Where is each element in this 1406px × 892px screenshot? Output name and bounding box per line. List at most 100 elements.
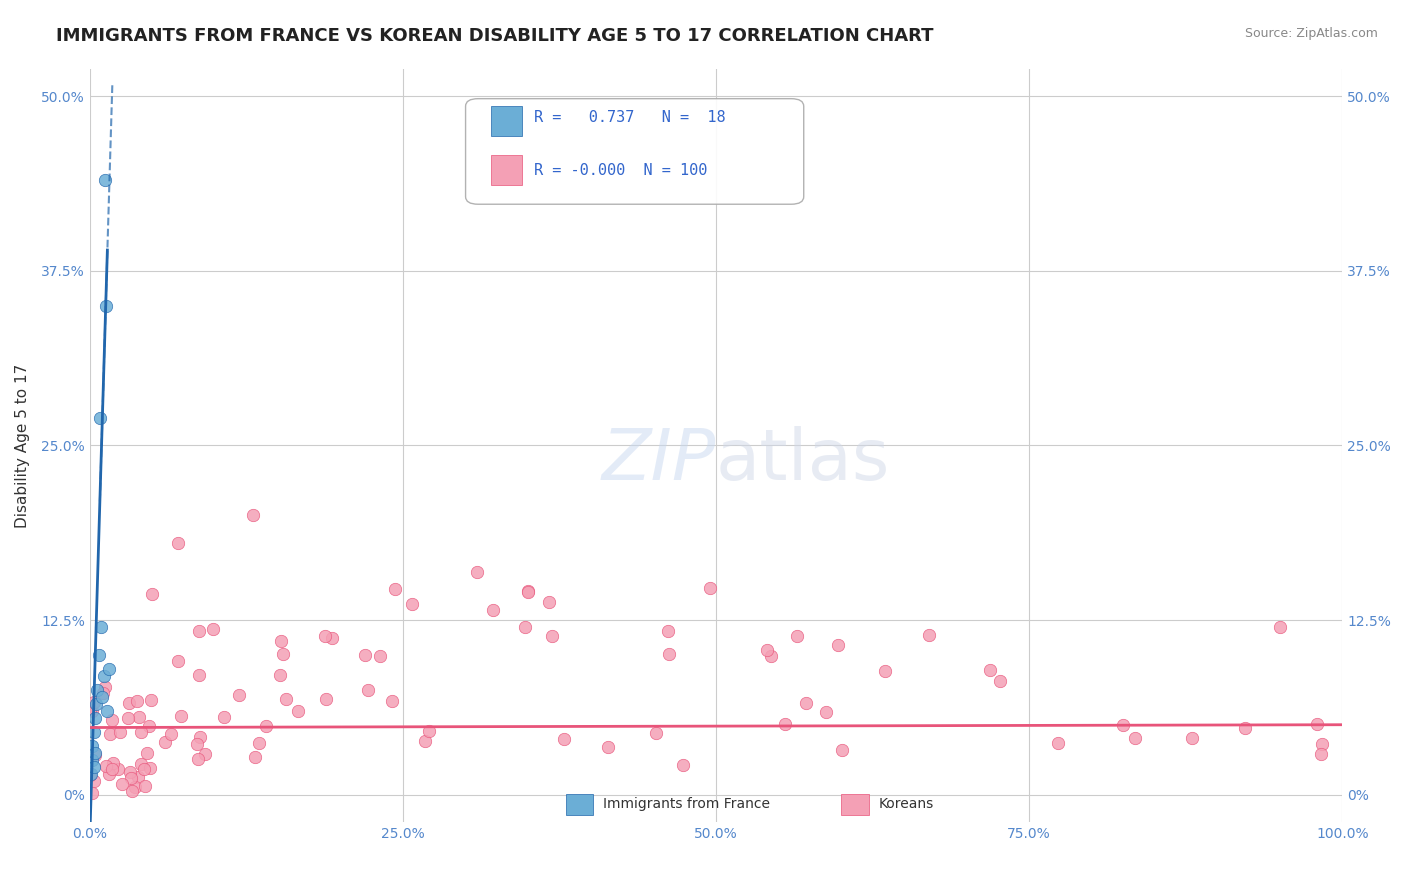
- Point: [155, 735, 177, 749]
- Point: [121, 783, 143, 797]
- Point: [83, 773, 105, 788]
- Point: [83, 759, 105, 773]
- Point: [794, 696, 817, 710]
- Point: [131, 756, 153, 771]
- Point: [314, 629, 336, 643]
- Point: [89, 410, 111, 425]
- Point: [90, 620, 112, 634]
- Point: [380, 694, 402, 708]
- Text: Immigrants from France: Immigrants from France: [603, 797, 770, 811]
- Point: [93, 680, 115, 694]
- Point: [141, 587, 163, 601]
- Point: [541, 629, 564, 643]
- Point: [94, 299, 117, 313]
- Point: [167, 654, 190, 668]
- Point: [1233, 721, 1256, 735]
- Point: [139, 693, 162, 707]
- Point: [188, 731, 211, 745]
- Point: [83, 695, 105, 709]
- Point: [384, 582, 406, 596]
- Point: [120, 772, 142, 786]
- FancyBboxPatch shape: [465, 99, 804, 204]
- Point: [773, 716, 796, 731]
- Point: [80, 766, 103, 780]
- Point: [83, 748, 105, 763]
- Point: [988, 673, 1011, 688]
- Point: [242, 508, 264, 523]
- FancyBboxPatch shape: [491, 106, 522, 136]
- Point: [269, 668, 291, 682]
- Point: [103, 756, 125, 771]
- Point: [101, 762, 124, 776]
- Point: [166, 536, 188, 550]
- Point: [98, 727, 121, 741]
- FancyBboxPatch shape: [491, 155, 522, 186]
- Point: [761, 648, 783, 663]
- Point: [118, 696, 141, 710]
- Point: [94, 173, 117, 187]
- Point: [83, 746, 105, 760]
- Point: [644, 726, 666, 740]
- Point: [129, 724, 152, 739]
- Point: [356, 682, 378, 697]
- Point: [596, 740, 619, 755]
- Point: [756, 643, 779, 657]
- Text: IMMIGRANTS FROM FRANCE VS KOREAN DISABILITY AGE 5 TO 17 CORRELATION CHART: IMMIGRANTS FROM FRANCE VS KOREAN DISABIL…: [56, 27, 934, 45]
- Point: [82, 739, 104, 753]
- Text: Source: ZipAtlas.com: Source: ZipAtlas.com: [1244, 27, 1378, 40]
- Point: [657, 624, 679, 639]
- Point: [138, 719, 160, 733]
- Point: [354, 648, 377, 662]
- Point: [91, 690, 114, 704]
- Text: R = -0.000  N = 100: R = -0.000 N = 100: [534, 163, 707, 178]
- Point: [82, 753, 104, 767]
- Point: [271, 647, 294, 661]
- Point: [83, 724, 105, 739]
- Point: [93, 686, 115, 700]
- Point: [202, 622, 225, 636]
- Point: [80, 786, 103, 800]
- Point: [276, 692, 298, 706]
- Point: [80, 704, 103, 718]
- Point: [1310, 747, 1333, 761]
- Point: [134, 779, 156, 793]
- Text: Koreans: Koreans: [879, 797, 934, 811]
- Point: [1310, 737, 1333, 751]
- Point: [538, 594, 561, 608]
- Point: [124, 780, 146, 794]
- Point: [97, 662, 120, 676]
- Point: [516, 583, 538, 598]
- Point: [672, 757, 695, 772]
- Point: [370, 649, 392, 664]
- Text: atlas: atlas: [716, 426, 890, 495]
- Point: [125, 694, 148, 708]
- Text: R =   0.737   N =  18: R = 0.737 N = 18: [534, 110, 725, 125]
- Point: [186, 738, 208, 752]
- Point: [401, 598, 423, 612]
- Point: [193, 747, 215, 761]
- Point: [831, 743, 853, 757]
- Point: [83, 711, 105, 725]
- Point: [270, 633, 292, 648]
- Point: [1268, 620, 1291, 634]
- Point: [97, 767, 120, 781]
- Point: [79, 703, 101, 717]
- Point: [118, 764, 141, 779]
- Point: [94, 759, 117, 773]
- Point: [187, 624, 209, 638]
- Point: [827, 638, 849, 652]
- FancyBboxPatch shape: [565, 794, 593, 815]
- Point: [418, 724, 440, 739]
- Point: [245, 750, 267, 764]
- Point: [93, 669, 115, 683]
- Point: [96, 704, 118, 718]
- Point: [321, 631, 343, 645]
- Point: [1112, 718, 1135, 732]
- Point: [100, 713, 122, 727]
- Point: [139, 761, 162, 775]
- Point: [127, 771, 149, 785]
- Point: [1305, 717, 1327, 731]
- Point: [517, 585, 540, 599]
- Point: [107, 763, 129, 777]
- Point: [128, 709, 150, 723]
